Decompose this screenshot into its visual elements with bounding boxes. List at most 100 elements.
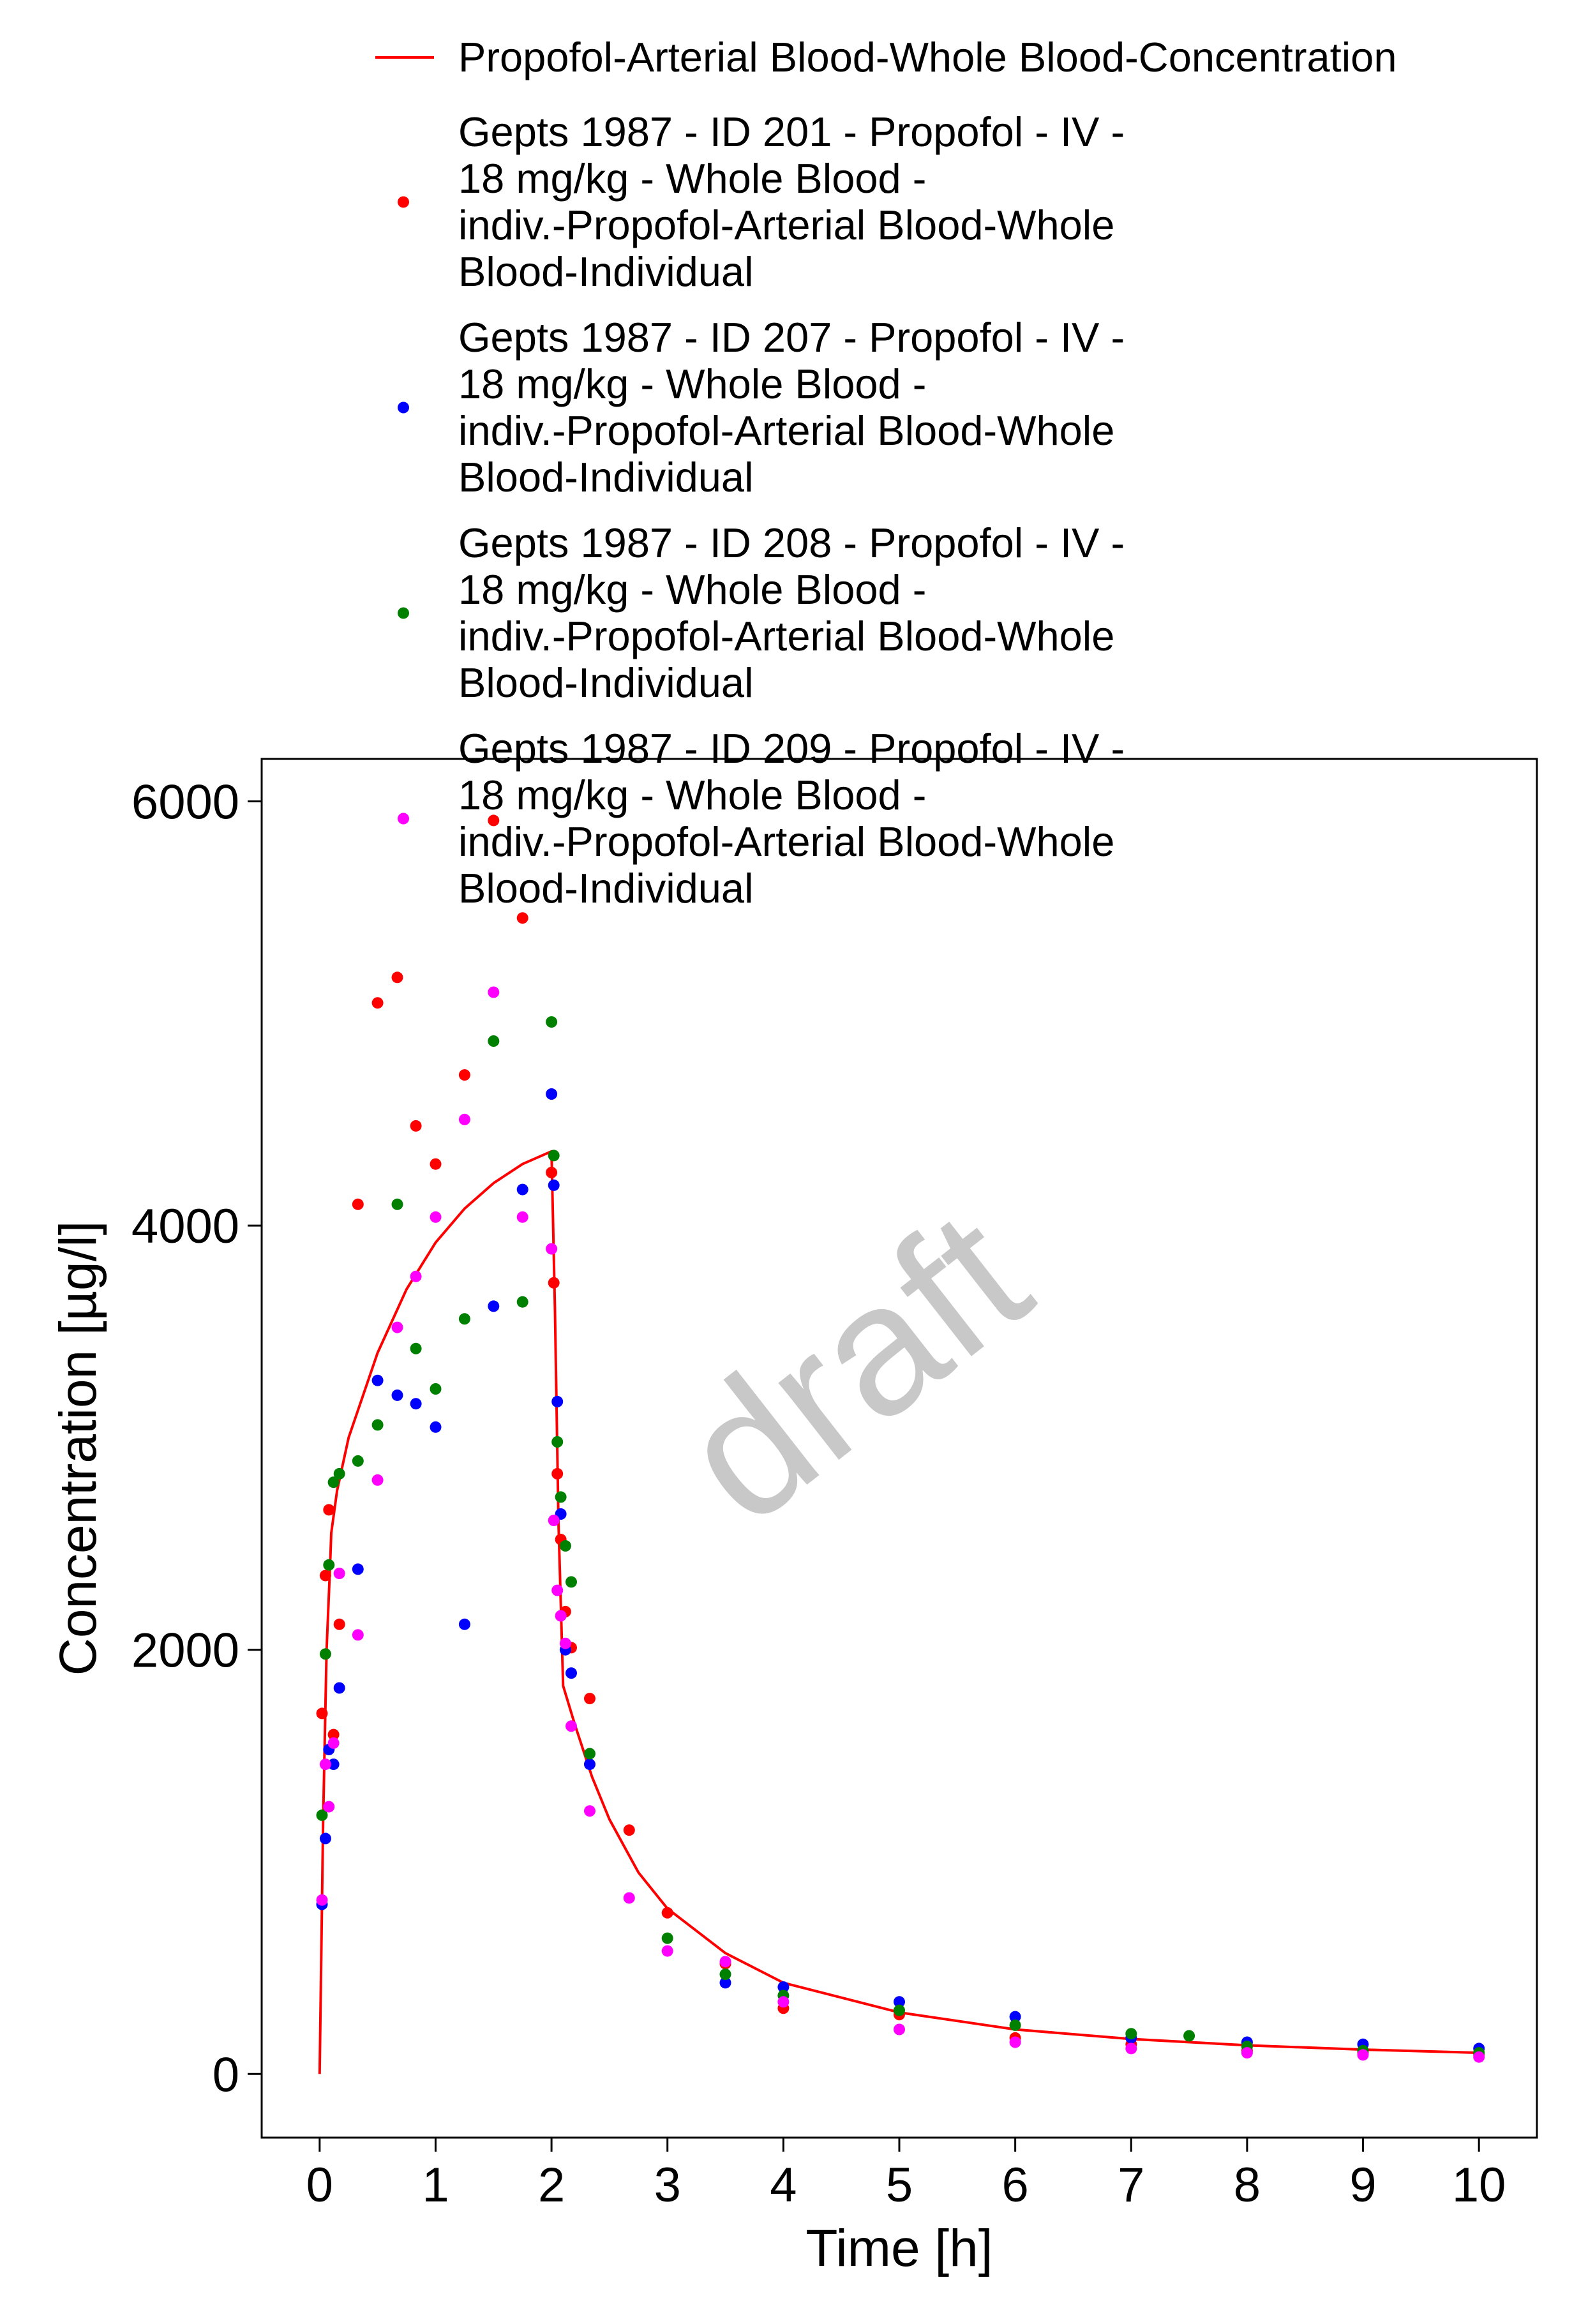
data-point-series-3	[894, 2004, 905, 2016]
data-point-series-2	[391, 1389, 403, 1401]
data-point-series-1	[623, 1824, 635, 1836]
legend: Propofol-Arterial Blood-Whole Blood-Conc…	[375, 34, 1397, 911]
data-point-series-3	[1183, 2030, 1195, 2042]
data-point-series-1	[391, 971, 403, 984]
data-point-series-2	[327, 1758, 340, 1771]
watermark-layer: draft	[645, 1171, 1065, 1562]
data-point-series-3	[352, 1455, 364, 1467]
data-point-series-2	[548, 1179, 560, 1191]
x-tick-label: 6	[1001, 2158, 1028, 2212]
data-point-series-2	[719, 1977, 731, 1989]
data-point-series-4	[1241, 2047, 1253, 2059]
data-point-series-2	[551, 1395, 564, 1407]
data-point-series-2	[546, 1088, 558, 1100]
data-point-series-1	[488, 814, 500, 827]
x-axis: 0 1 2 3 4 5 6 7 8 9 10	[306, 2138, 1506, 2212]
legend-label: Gepts 1987 - ID 201 - Propofol - IV -18 …	[458, 109, 1125, 295]
data-point-series-4	[661, 1945, 673, 1957]
data-point-series-3	[410, 1342, 422, 1354]
y-axis: 0 2000 4000 6000	[131, 775, 262, 2102]
legend-label: Gepts 1987 - ID 208 - Propofol - IV -18 …	[458, 520, 1125, 706]
legend-swatch-point	[398, 607, 409, 619]
data-point-series-1	[548, 1277, 560, 1289]
data-point-series-3	[559, 1540, 571, 1552]
data-point-series-3	[458, 1313, 470, 1325]
data-point-series-4	[391, 1321, 403, 1333]
data-point-series-1	[516, 912, 528, 924]
data-point-series-1	[410, 1120, 422, 1132]
data-point-series-3	[546, 1016, 558, 1028]
data-point-series-1	[551, 1467, 564, 1480]
data-point-series-4	[430, 1211, 442, 1223]
x-tick-label: 1	[422, 2158, 449, 2212]
data-point-series-2	[565, 1667, 577, 1679]
data-point-series-3	[327, 1476, 340, 1488]
data-point-series-3	[488, 1035, 500, 1047]
data-point-series-2	[516, 1183, 528, 1196]
data-point-series-3	[516, 1296, 528, 1308]
data-point-series-4	[516, 1211, 528, 1223]
data-point-series-4	[565, 1720, 577, 1732]
data-point-series-2	[333, 1682, 345, 1694]
y-tick-label: 2000	[131, 1624, 239, 1678]
data-point-series-4	[546, 1243, 558, 1255]
data-point-series-3	[1009, 2019, 1021, 2031]
data-point-series-4	[352, 1629, 364, 1641]
data-point-series-4	[1473, 2051, 1485, 2063]
data-point-series-1	[352, 1198, 364, 1210]
data-point-series-1	[430, 1158, 442, 1170]
data-point-series-4	[1125, 2043, 1137, 2055]
y-axis-label: Concentration [µg/l]	[49, 1221, 107, 1676]
x-tick-label: 8	[1234, 2158, 1261, 2212]
x-tick-label: 10	[1452, 2158, 1506, 2212]
data-point-series-2	[458, 1618, 470, 1630]
legend-entry-0: Propofol-Arterial Blood-Whole Blood-Conc…	[375, 34, 1397, 80]
plot-area	[316, 814, 1485, 2074]
data-point-series-4	[719, 1956, 731, 1968]
data-point-series-3	[565, 1576, 577, 1588]
data-point-series-3	[430, 1383, 442, 1395]
legend-label: Gepts 1987 - ID 209 - Propofol - IV -18 …	[458, 725, 1125, 911]
data-point-series-2	[584, 1758, 595, 1771]
data-point-series-1	[584, 1693, 595, 1705]
data-point-series-3	[661, 1932, 673, 1944]
data-point-series-4	[319, 1758, 331, 1771]
data-point-series-3	[584, 1748, 595, 1760]
data-point-series-2	[1009, 2011, 1021, 2023]
data-point-series-4	[371, 1474, 384, 1486]
data-point-series-4	[777, 1996, 790, 2008]
data-point-series-4	[555, 1610, 567, 1622]
data-point-series-4	[623, 1892, 635, 1904]
legend-label: Propofol-Arterial Blood-Whole Blood-Conc…	[458, 34, 1397, 80]
data-point-series-4	[327, 1737, 340, 1749]
x-tick-label: 0	[306, 2158, 333, 2212]
data-point-series-4	[584, 1805, 595, 1817]
legend-swatch-point	[398, 401, 409, 414]
legend-label: Gepts 1987 - ID 207 - Propofol - IV -18 …	[458, 314, 1125, 500]
data-point-series-4	[458, 1113, 470, 1125]
data-point-series-1	[333, 1618, 345, 1630]
data-point-series-2	[894, 1996, 905, 2008]
data-point-series-3	[333, 1467, 345, 1480]
data-point-series-3	[323, 1559, 335, 1571]
data-point-series-2	[352, 1563, 364, 1575]
data-point-series-4	[316, 1894, 328, 1906]
data-point-series-3	[555, 1491, 567, 1503]
data-point-series-4	[1357, 2049, 1369, 2061]
watermark: draft	[645, 1171, 1065, 1562]
data-point-series-3	[1125, 2028, 1137, 2040]
x-tick-label: 9	[1349, 2158, 1376, 2212]
data-point-series-3	[371, 1419, 384, 1431]
legend-entry-3: Gepts 1987 - ID 208 - Propofol - IV -18 …	[398, 520, 1125, 706]
y-tick-label: 0	[213, 2048, 239, 2102]
x-tick-label: 4	[770, 2158, 797, 2212]
data-point-series-2	[777, 1981, 790, 1993]
data-point-series-2	[430, 1421, 442, 1433]
data-point-series-2	[371, 1374, 384, 1386]
x-tick-label: 7	[1118, 2158, 1144, 2212]
data-point-series-3	[319, 1648, 331, 1660]
data-point-series-4	[1009, 2036, 1021, 2048]
data-point-series-1	[316, 1707, 328, 1720]
legend-entry-1: Gepts 1987 - ID 201 - Propofol - IV -18 …	[398, 109, 1125, 295]
